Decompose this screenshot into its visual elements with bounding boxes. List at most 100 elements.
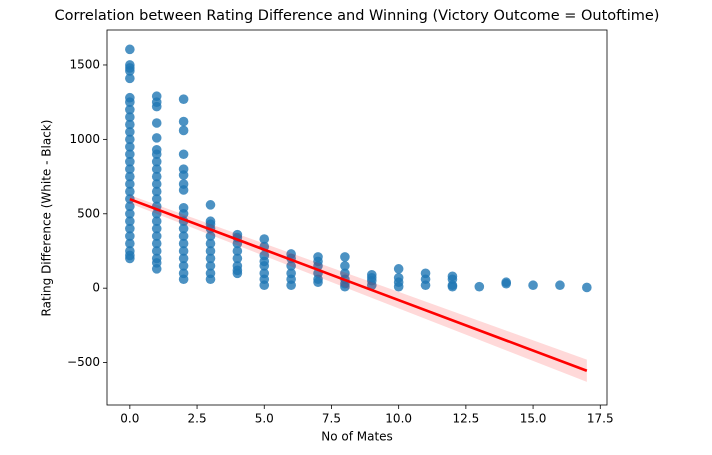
point	[286, 280, 296, 291]
point	[151, 186, 162, 197]
x-tick-label: 10.0	[385, 412, 412, 426]
point	[151, 223, 162, 234]
point	[125, 119, 135, 130]
point	[232, 246, 243, 256]
point	[125, 231, 135, 241]
point	[232, 253, 243, 264]
point	[151, 171, 162, 182]
point	[178, 125, 189, 136]
point	[125, 216, 135, 227]
point	[340, 261, 350, 271]
point	[125, 208, 135, 219]
x-tick-label: 5.0	[255, 412, 274, 426]
point	[259, 280, 270, 291]
point	[393, 281, 404, 292]
point	[151, 179, 162, 189]
point	[125, 66, 135, 76]
point	[393, 264, 404, 274]
point	[340, 281, 350, 292]
y-axis-label: Rating Difference (White - Black)	[40, 120, 54, 317]
point	[151, 156, 162, 167]
point	[125, 44, 135, 55]
point	[501, 278, 511, 289]
point	[125, 142, 135, 152]
point	[366, 280, 377, 291]
point	[151, 216, 162, 227]
point	[125, 73, 135, 84]
point	[151, 149, 162, 160]
y-tick-label: 1000	[69, 132, 100, 146]
point	[205, 238, 216, 249]
point	[474, 281, 485, 292]
point	[420, 280, 431, 291]
point	[125, 253, 135, 264]
x-tick-label: 15.0	[520, 412, 547, 426]
point	[125, 134, 135, 145]
point	[178, 223, 189, 234]
point	[125, 186, 135, 197]
point	[178, 253, 189, 264]
point	[151, 194, 162, 204]
point	[125, 179, 135, 189]
point	[555, 280, 565, 291]
point	[528, 280, 538, 291]
x-tick-label: 0.0	[120, 412, 139, 426]
y-tick-label: −500	[67, 355, 100, 369]
y-tick-label: 0	[92, 281, 100, 295]
point	[151, 238, 162, 249]
confidence-band	[129, 195, 587, 382]
point	[205, 246, 216, 256]
x-tick-label: 7.5	[322, 412, 341, 426]
point	[125, 238, 135, 249]
y-tick-label: 500	[77, 206, 100, 220]
point	[178, 94, 189, 104]
point	[205, 253, 216, 264]
point	[151, 101, 162, 112]
point	[125, 127, 135, 137]
point	[178, 231, 189, 241]
point	[151, 133, 162, 143]
point	[205, 231, 216, 241]
point	[178, 274, 189, 285]
point	[178, 246, 189, 256]
regression-line	[129, 197, 588, 372]
x-axis-label: No of Mates	[321, 430, 393, 444]
y-tick-label: 1500	[69, 57, 100, 71]
point	[447, 281, 458, 292]
point	[178, 149, 189, 160]
point	[205, 200, 216, 210]
point	[125, 104, 135, 115]
x-tick-label: 17.5	[587, 412, 614, 426]
point	[259, 234, 270, 244]
point	[340, 252, 350, 262]
point	[178, 238, 189, 249]
point	[178, 185, 189, 195]
point	[178, 170, 189, 180]
axes-frame	[106, 29, 608, 406]
point	[582, 282, 592, 293]
plot-area	[125, 44, 592, 382]
point	[151, 246, 162, 256]
point	[125, 149, 135, 160]
chart-title: Correlation between Rating Difference an…	[55, 8, 660, 24]
point	[125, 156, 135, 167]
point	[259, 261, 270, 271]
point	[151, 118, 162, 128]
point	[232, 268, 243, 279]
point	[151, 231, 162, 241]
point	[151, 164, 162, 174]
point	[178, 261, 189, 271]
point	[125, 112, 135, 122]
point	[313, 277, 323, 288]
point	[205, 261, 216, 271]
point	[125, 164, 135, 174]
point	[125, 97, 135, 107]
x-tick-label: 2.5	[188, 412, 207, 426]
point	[286, 261, 296, 271]
point	[178, 116, 189, 127]
point	[178, 208, 189, 219]
x-tick-label: 12.5	[453, 412, 480, 426]
point	[151, 264, 162, 274]
point	[205, 274, 216, 285]
